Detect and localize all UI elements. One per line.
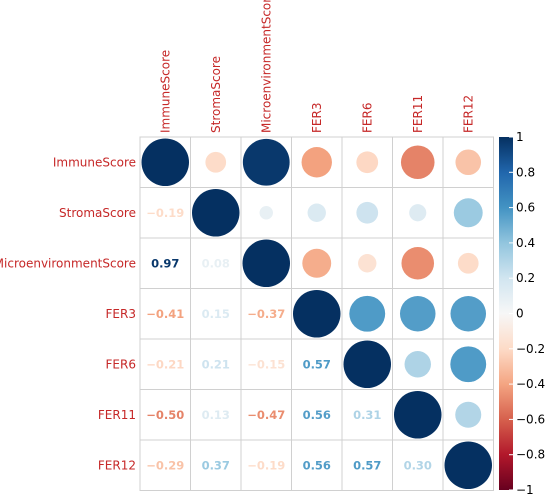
matrix-cell: [139, 439, 191, 491]
corr-value: 0.56: [303, 408, 331, 422]
column-label: ImmuneScore: [158, 50, 172, 133]
corr-value: 0.15: [202, 307, 230, 321]
colorbar-tick-label: 0.4: [516, 236, 535, 250]
corr-value: 0.08: [202, 256, 230, 270]
matrix-cell: [139, 288, 191, 340]
corr-value: −0.19: [146, 206, 184, 220]
row-label: FER6: [106, 357, 136, 371]
colorbar-tick-label: −0.6: [516, 412, 545, 426]
corr-circle: [293, 290, 341, 338]
corr-circle: [358, 254, 377, 273]
column-label: FER3: [310, 103, 324, 133]
column-label: FER6: [360, 103, 374, 133]
colorbar-tick-label: −0.2: [516, 342, 545, 356]
row-label: ImmuneScore: [53, 155, 136, 169]
column-label: FER12: [461, 95, 475, 133]
column-label: FER11: [411, 95, 425, 133]
matrix-cell: [291, 389, 343, 441]
corr-value: 0.56: [303, 458, 331, 472]
corr-circle: [349, 295, 386, 332]
corr-circle: [242, 239, 290, 287]
corr-circle: [409, 204, 427, 222]
colorbar: 1 0.8 0.6 0.4 0.2 0 −0.2 −0.4 −0.6 −0.8 −1: [499, 130, 545, 497]
corr-circle: [457, 252, 479, 274]
colorbar-tick-label: 0.2: [516, 271, 535, 285]
corr-circle: [455, 401, 482, 428]
corr-value: −0.47: [247, 408, 285, 422]
corr-circle: [450, 295, 487, 332]
row-label: StromaScore: [59, 206, 136, 220]
corr-circle: [455, 149, 482, 176]
row-label: MicroenvironmentScore: [0, 256, 136, 270]
corr-circle: [444, 441, 492, 489]
corr-value: 0.21: [202, 357, 230, 371]
corr-value: −0.19: [247, 458, 285, 472]
corr-circle: [450, 346, 487, 383]
corr-value: 0.97: [151, 256, 179, 270]
corr-circle: [394, 391, 442, 439]
row-label: FER12: [98, 458, 136, 472]
colorbar-tick-label: 0.8: [516, 165, 535, 179]
column-label: StromaScore: [209, 56, 223, 133]
corr-value: −0.41: [146, 307, 184, 321]
corr-value: 0.57: [303, 357, 331, 371]
corr-circle: [401, 246, 435, 280]
corr-circle: [141, 138, 189, 186]
row-label: FER3: [106, 307, 136, 321]
corr-value: 0.30: [404, 458, 432, 472]
corr-value: 0.57: [353, 458, 381, 472]
corr-circle: [343, 340, 391, 388]
column-label: MicroenvironmentScore: [259, 0, 273, 133]
matrix-cell: [341, 389, 393, 441]
corr-value: 0.31: [353, 408, 381, 422]
corr-circle: [400, 145, 435, 180]
colorbar-tick-label: 0.6: [516, 201, 535, 215]
matrix-marks: −0.19 0.97 0.08 −0.41 0.15 −0.37 −0.21 0.21 −0.1…: [141, 138, 492, 489]
matrix-cell: [190, 288, 242, 340]
matrix-cell: [240, 439, 292, 491]
column-labels: ImmuneScore StromaScore MicroenvironmentSc…: [158, 0, 475, 133]
corr-circle: [192, 189, 240, 237]
corr-value: 0.13: [202, 408, 230, 422]
corr-circle: [242, 138, 290, 186]
colorbar-tick-label: −0.8: [516, 448, 545, 462]
matrix-cell: [190, 237, 242, 289]
corr-value: 0.37: [202, 458, 230, 472]
matrix-cell: [240, 338, 292, 390]
corr-value: −0.37: [247, 307, 285, 321]
matrix-cell: [392, 439, 444, 491]
corr-circle: [404, 351, 431, 378]
matrix-cell: [139, 338, 191, 390]
colorbar-tick-label: −0.4: [516, 377, 545, 391]
matrix-cell: [442, 187, 494, 239]
matrix-cell: [139, 187, 191, 239]
colorbar-tick-label: 1: [516, 130, 524, 144]
corr-circle: [356, 151, 379, 174]
row-labels: ImmuneScore StromaScore MicroenvironmentSc…: [0, 155, 136, 472]
matrix-cell: [190, 389, 242, 441]
corr-circle: [301, 147, 332, 178]
matrix-cell: [139, 389, 191, 441]
corr-circle: [302, 248, 332, 278]
colorbar-tick-label: −1: [516, 483, 534, 497]
matrix-cell: [341, 439, 393, 491]
colorbar-tick-label: 0: [516, 307, 524, 321]
corr-circle: [307, 203, 326, 222]
row-label: FER11: [98, 408, 136, 422]
corr-circle: [259, 206, 273, 220]
corr-circle: [205, 151, 227, 173]
corr-circle: [356, 201, 379, 224]
corr-circle: [399, 295, 436, 332]
corr-value: −0.15: [247, 357, 285, 371]
corr-value: −0.21: [146, 357, 184, 371]
corr-value: −0.50: [146, 408, 184, 422]
colorbar-gradient: [499, 137, 513, 490]
corr-value: −0.29: [146, 458, 184, 472]
corr-circle: [453, 198, 483, 228]
matrix-cell: [291, 439, 343, 491]
